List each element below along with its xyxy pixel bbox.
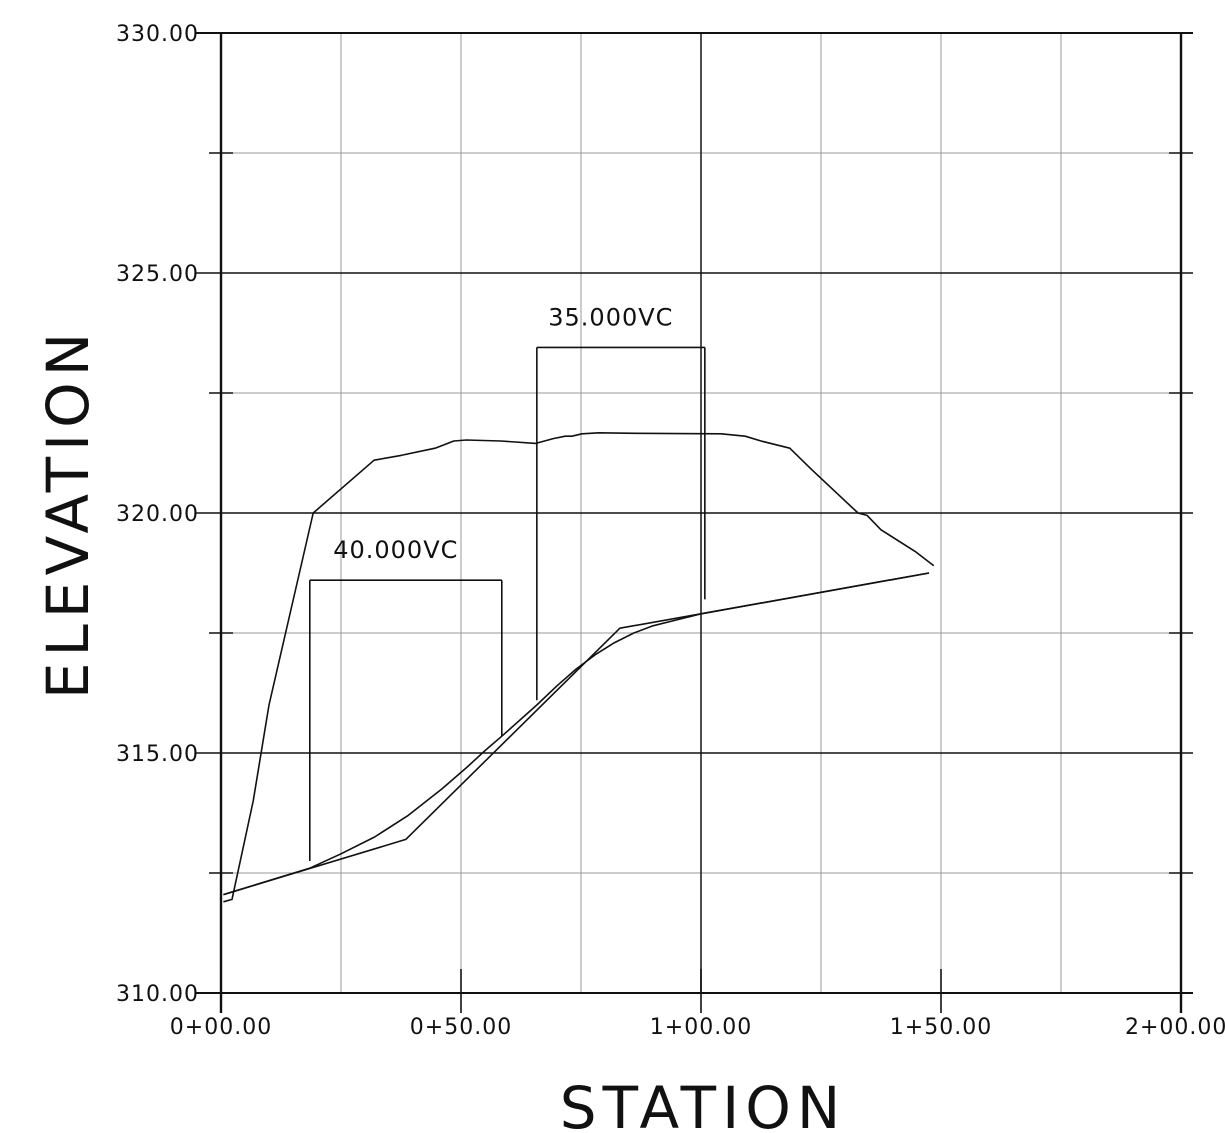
series-group [223, 431, 935, 903]
x-tick-label: 1+00.00 [650, 1015, 752, 1040]
y-tick-label: 310.00 [116, 982, 199, 1007]
series-line-pvi-tangents [223, 572, 930, 896]
y-tick-label: 315.00 [116, 742, 199, 767]
tick-labels: 310.00 315.00 320.00 325.00 330.00 0+00.00 0+5… [116, 22, 1225, 1040]
y-tick-label: 330.00 [116, 22, 199, 47]
vc-label: 40.000VC [333, 536, 458, 564]
x-tick-label: 1+50.00 [890, 1015, 992, 1040]
series-line-existing-ground [223, 431, 935, 903]
vertical-curve-annotations: 40.000VC 35.000VC [308, 303, 706, 861]
plot-frame [196, 32, 1193, 1013]
grid [196, 33, 1193, 993]
x-axis-title: STATION [560, 1074, 847, 1133]
vc-label: 35.000VC [548, 303, 673, 331]
y-tick-label: 325.00 [116, 262, 199, 287]
y-tick-label: 320.00 [116, 502, 199, 527]
y-axis-title: ELEVATION [34, 327, 102, 699]
x-tick-label: 2+00.00 [1125, 1015, 1225, 1040]
x-tick-label: 0+50.00 [410, 1015, 512, 1040]
x-tick-label: 0+00.00 [170, 1015, 272, 1040]
series-line-vertical-curves [223, 572, 930, 896]
